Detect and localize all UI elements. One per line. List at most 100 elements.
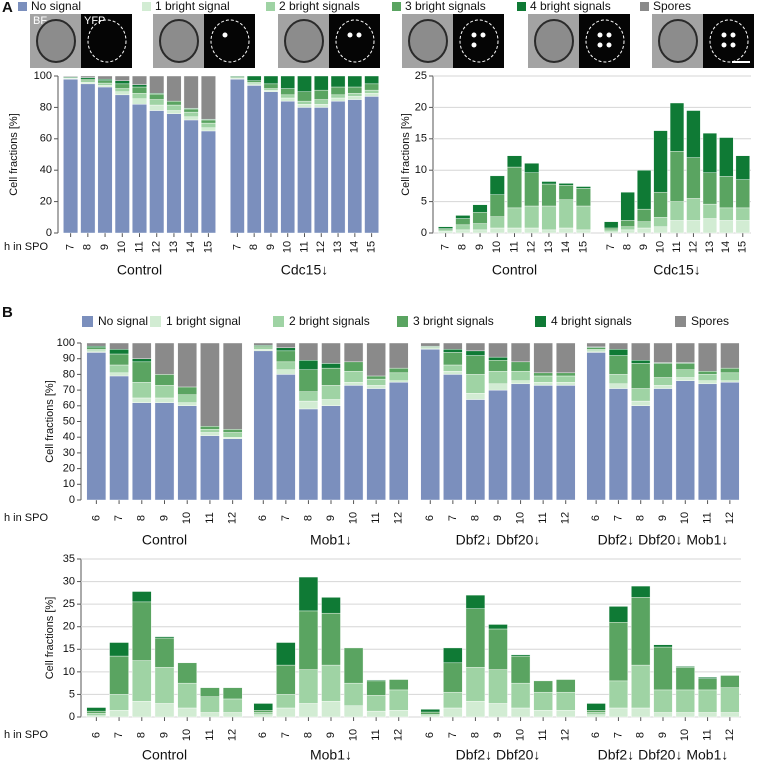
yfp-image bbox=[703, 14, 754, 68]
bar-segment bbox=[608, 374, 628, 385]
bar-segment bbox=[86, 345, 107, 348]
bar-segment bbox=[637, 227, 652, 234]
cell bbox=[284, 19, 324, 63]
group-label: Control bbox=[117, 262, 162, 278]
bar-segment bbox=[253, 350, 273, 501]
bar-segment bbox=[608, 349, 628, 356]
bar-segment bbox=[86, 347, 107, 350]
bar-segment bbox=[465, 355, 486, 375]
bar-segment bbox=[109, 353, 129, 366]
bar-segment bbox=[343, 682, 364, 706]
bar-segment bbox=[465, 399, 486, 501]
bar-segment bbox=[343, 361, 364, 372]
bar-segment bbox=[533, 691, 553, 711]
x-tick-label: 9 bbox=[492, 515, 504, 521]
y-tick-label: 80 bbox=[40, 101, 52, 113]
bar-segment bbox=[720, 342, 740, 369]
x-tick-label: 11 bbox=[133, 241, 145, 252]
yfp-dot bbox=[606, 42, 612, 48]
x-tick-label: 12 bbox=[227, 512, 239, 524]
x-tick-label: 8 bbox=[302, 515, 314, 521]
legend-label: 3 bright signals bbox=[413, 314, 494, 328]
bar-segment bbox=[154, 636, 175, 639]
bar-segment bbox=[154, 385, 175, 399]
yfp-dot bbox=[347, 32, 353, 38]
legend-swatch bbox=[535, 316, 546, 327]
y-tick-label: 100 bbox=[57, 337, 75, 349]
bar-segment bbox=[420, 349, 440, 501]
x-tick-label: 10 bbox=[347, 512, 359, 524]
bar-segment bbox=[438, 230, 454, 234]
bar-segment bbox=[472, 212, 488, 224]
x-tick-label: 9 bbox=[325, 515, 337, 521]
bar-segment bbox=[97, 75, 113, 80]
bar-segment bbox=[114, 75, 130, 81]
bar-segment bbox=[280, 94, 295, 99]
bar-segment bbox=[472, 204, 488, 213]
bar-segment bbox=[637, 221, 652, 229]
bar-segment bbox=[556, 385, 576, 501]
bar-segment bbox=[443, 349, 463, 353]
legend-swatch bbox=[82, 316, 93, 327]
x-tick-label: 7 bbox=[440, 244, 452, 250]
y-axis-label: Cell fractions [%] bbox=[400, 113, 412, 196]
bar-segment bbox=[507, 155, 522, 168]
bar-segment bbox=[297, 100, 312, 105]
bar-segment bbox=[556, 375, 576, 383]
bar-segment bbox=[222, 687, 243, 700]
x-tick-label: 10 bbox=[282, 241, 294, 253]
group-label: Dbf2↓ Dbf20↓ bbox=[456, 532, 541, 548]
bar-segment bbox=[364, 93, 379, 97]
bar-segment bbox=[154, 637, 175, 668]
y-tick-label: 60 bbox=[40, 133, 52, 145]
bar-segment bbox=[149, 104, 165, 111]
bar-segment bbox=[177, 342, 197, 388]
x-tick-label: 7 bbox=[113, 515, 125, 521]
bar-segment bbox=[343, 385, 364, 501]
bar-segment bbox=[455, 224, 471, 231]
bar-segment bbox=[330, 94, 346, 99]
bar-segment bbox=[620, 220, 635, 227]
bar-segment bbox=[200, 712, 220, 718]
x-axis-label: h in SPO bbox=[4, 241, 48, 253]
x-axis-label: h in SPO bbox=[4, 512, 48, 524]
bar-segment bbox=[200, 435, 220, 501]
y-tick-label: 5 bbox=[69, 688, 75, 700]
x-tick-label: 8 bbox=[82, 244, 94, 250]
bar-segment bbox=[154, 374, 175, 386]
x-tick-label: 7 bbox=[447, 732, 459, 738]
bar-segment bbox=[80, 80, 96, 83]
yfp-image bbox=[329, 14, 380, 68]
bar-segment bbox=[389, 380, 409, 383]
x-tick-label: 9 bbox=[99, 244, 111, 250]
y-tick-label: 80 bbox=[63, 368, 75, 380]
bar-segment bbox=[222, 698, 243, 713]
bar-segment bbox=[455, 215, 471, 219]
bar-segment bbox=[366, 385, 386, 389]
bar-segment bbox=[80, 82, 96, 85]
bar-segment bbox=[276, 369, 296, 375]
legend-swatch bbox=[397, 316, 408, 327]
bar-segment bbox=[604, 221, 619, 229]
bar-segment bbox=[132, 98, 147, 105]
bar-segment bbox=[149, 75, 165, 94]
bar-segment bbox=[675, 377, 695, 381]
bar-segment bbox=[298, 391, 319, 402]
yfp-dot bbox=[222, 32, 228, 38]
y-tick-label: 50 bbox=[63, 415, 75, 427]
bar-segment bbox=[488, 669, 508, 704]
bar-segment bbox=[631, 342, 651, 361]
yfp-dot bbox=[721, 32, 727, 38]
bar-segment bbox=[347, 96, 363, 100]
bar-segment bbox=[298, 400, 319, 410]
bar-segment bbox=[631, 388, 651, 402]
bar-segment bbox=[524, 227, 540, 234]
x-tick-label: 9 bbox=[265, 244, 277, 250]
cell bbox=[36, 19, 76, 63]
bar-segment bbox=[533, 385, 553, 501]
bar-segment bbox=[132, 361, 152, 383]
x-tick-label: 11 bbox=[370, 512, 382, 523]
bar-segment bbox=[132, 75, 147, 85]
y-tick-label: 35 bbox=[63, 553, 75, 565]
bar-segment bbox=[488, 356, 508, 361]
